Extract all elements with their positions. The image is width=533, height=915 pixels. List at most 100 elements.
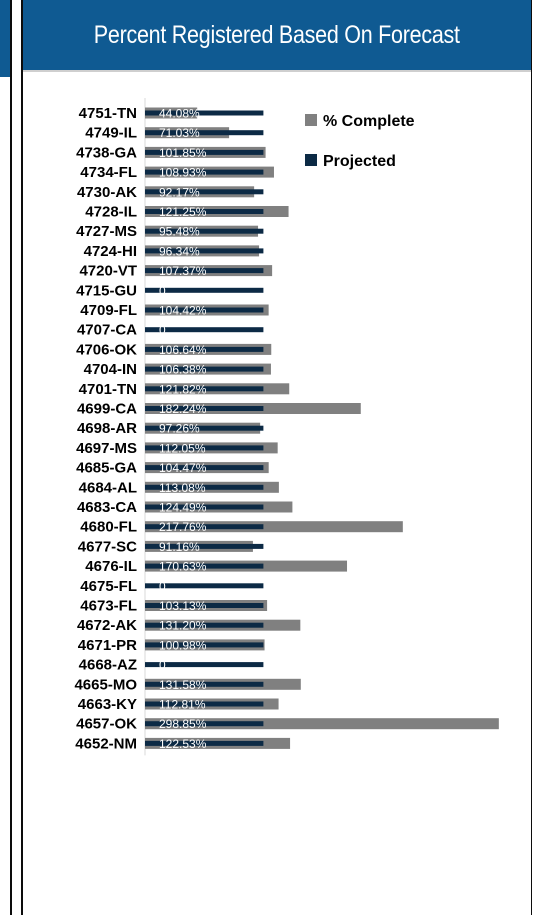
data-label: 103.13%	[159, 599, 207, 613]
category-label: 4704-IN	[84, 361, 137, 378]
projected-bar	[145, 346, 264, 352]
category-label: 4683-CA	[77, 499, 137, 516]
data-label: 217.76%	[159, 520, 207, 534]
data-label: 298.85%	[159, 717, 207, 731]
category-label: 4709-FL	[80, 302, 137, 319]
projected-bar	[145, 622, 264, 628]
data-label: 107.37%	[159, 264, 207, 278]
projected-bar	[145, 209, 264, 214]
projected-bar	[145, 386, 264, 392]
projected-bar	[145, 465, 264, 471]
projected-bar	[145, 149, 264, 155]
category-label: 4677-SC	[78, 538, 137, 555]
data-label: 108.93%	[159, 166, 207, 180]
projected-bar	[145, 169, 264, 175]
category-label: 4699-CA	[77, 401, 137, 418]
category-label: 4698-AR	[77, 420, 137, 437]
category-label: 4680-FL	[80, 519, 137, 536]
category-label: 4749-IL	[85, 125, 137, 142]
adjacent-panel-header	[0, 0, 10, 77]
projected-bar	[145, 603, 264, 608]
category-label: 4730-AK	[77, 184, 137, 201]
projected-bar	[145, 425, 264, 431]
category-label: 4734-FL	[80, 164, 137, 181]
category-label: 4727-MS	[76, 223, 137, 240]
category-label: 4671-PR	[78, 637, 137, 654]
category-label: 4738-GA	[76, 144, 137, 161]
projected-bar	[145, 445, 264, 451]
data-label: 71.03%	[159, 126, 200, 140]
category-label: 4706-OK	[76, 341, 137, 358]
projected-bar	[145, 543, 264, 549]
data-label: 124.49%	[159, 501, 207, 515]
projected-bar	[145, 268, 264, 274]
projected-bar	[145, 484, 264, 490]
data-label: 95.48%	[159, 225, 200, 239]
complete-bar	[145, 718, 499, 730]
projected-bar	[145, 504, 264, 510]
projected-bar	[145, 228, 264, 234]
projected-bar	[145, 110, 264, 116]
data-label: 100.98%	[159, 638, 207, 652]
chart-legend: % Complete Projected	[305, 113, 415, 170]
legend-swatch-projected	[305, 154, 317, 166]
category-label: 4676-IL	[85, 558, 137, 575]
category-label: 4665-MO	[74, 676, 137, 693]
projected-bar	[145, 327, 264, 333]
title-bar: Percent Registered Based On Forecast	[23, 0, 531, 70]
complete-bar	[145, 521, 403, 533]
data-label: 131.20%	[159, 619, 207, 633]
projected-bar	[145, 583, 264, 589]
data-label: 112.05%	[159, 441, 206, 455]
category-label: 4751-TN	[79, 105, 137, 122]
legend-swatch-complete	[305, 114, 317, 126]
projected-bar	[145, 287, 264, 293]
data-label: 182.24%	[159, 402, 207, 416]
projected-bar	[145, 524, 264, 530]
category-label: 4728-IL	[85, 204, 137, 221]
data-label: 96.34%	[159, 244, 200, 258]
projected-bar	[145, 406, 264, 411]
projected-bar	[145, 701, 264, 707]
category-label: 4707-CA	[77, 322, 137, 339]
data-label: 101.85%	[159, 146, 207, 160]
data-label: 170.63%	[159, 560, 207, 574]
data-label: 97.26%	[159, 422, 200, 436]
data-label: 131.58%	[159, 678, 207, 692]
projected-bar	[145, 563, 264, 569]
adjacent-panel-edge	[0, 0, 12, 915]
data-label: 113.08%	[159, 481, 206, 495]
projected-bar	[145, 189, 264, 195]
projected-bar	[145, 366, 264, 372]
projected-bar	[145, 130, 264, 136]
data-label: 0	[159, 658, 166, 672]
category-label: 4685-GA	[76, 460, 137, 477]
bar-chart: 4751-TN 4749-IL 4738-GA 4734-FL 4730-AK 4728-…	[74, 98, 499, 756]
data-label: 121.82%	[159, 382, 207, 396]
category-label: 4657-OK	[76, 716, 137, 733]
data-label: 112.81%	[159, 698, 206, 712]
category-label: 4675-FL	[80, 578, 137, 595]
category-label: 4684-AL	[79, 479, 137, 496]
category-label: 4668-AZ	[79, 657, 137, 674]
data-label: 44.08%	[159, 107, 200, 121]
data-label: 0	[159, 579, 166, 593]
adjacent-panel-border	[10, 0, 12, 915]
title-divider	[23, 70, 531, 72]
data-label: 104.47%	[159, 461, 207, 475]
data-label: 92.17%	[159, 185, 200, 199]
data-label: 104.42%	[159, 304, 207, 318]
category-label: 4715-GU	[76, 282, 137, 299]
chart-title: Percent Registered Based On Forecast	[94, 20, 460, 49]
projected-bar	[145, 740, 264, 746]
category-label: 4724-HI	[84, 243, 137, 260]
category-label: 4720-VT	[79, 263, 137, 280]
chart-bars: 44.08% 71.03% 101.85% 108.93% 92.17% 121.25% 9…	[145, 107, 499, 751]
data-label: 121.25%	[159, 205, 207, 219]
chart-panel: Percent Registered Based On Forecast	[21, 0, 532, 915]
projected-bar	[145, 307, 264, 313]
category-label: 4697-MS	[76, 440, 137, 457]
data-label: 91.16%	[159, 540, 200, 554]
category-label: 4652-NM	[75, 735, 137, 752]
data-label: 0	[159, 323, 166, 337]
